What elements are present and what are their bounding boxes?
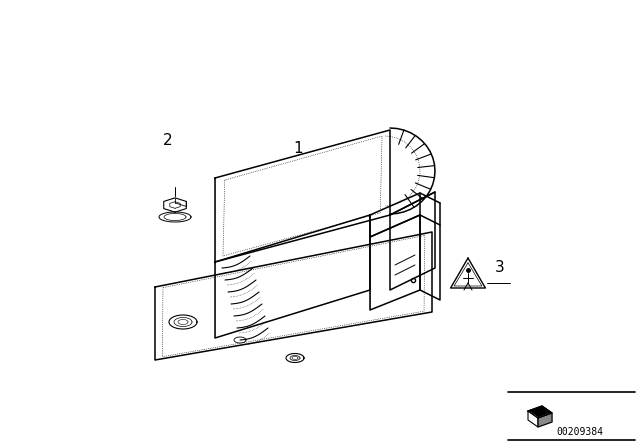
Text: 1: 1 [293, 141, 303, 155]
Polygon shape [538, 413, 552, 427]
Text: 2: 2 [163, 133, 173, 147]
Text: 3: 3 [495, 260, 505, 276]
Polygon shape [528, 411, 538, 427]
Text: 00209384: 00209384 [557, 427, 604, 437]
Polygon shape [528, 406, 552, 418]
